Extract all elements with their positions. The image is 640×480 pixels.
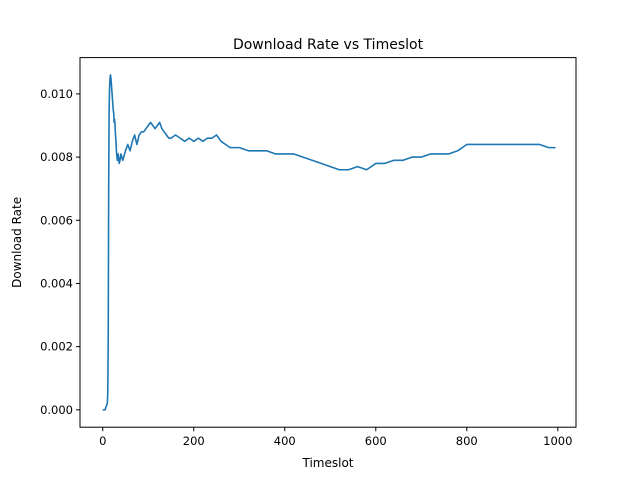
plot-frame <box>79 57 577 428</box>
chart-title: Download Rate vs Timeslot <box>233 37 424 53</box>
y-tick-label: 0.000 <box>40 403 73 417</box>
y-tick-label: 0.002 <box>40 340 73 354</box>
x-axis-label: Timeslot <box>302 456 354 470</box>
x-tick-label: 400 <box>274 434 296 448</box>
series-layer <box>102 74 556 411</box>
y-tick-label: 0.006 <box>40 213 73 227</box>
x-tick-label: 800 <box>456 434 478 448</box>
plot-area <box>80 57 576 428</box>
y-tick-label: 0.008 <box>40 150 73 164</box>
series-line-0 <box>102 74 556 411</box>
x-tick-label: 0 <box>99 434 106 448</box>
y-axis-label: Download Rate <box>10 197 24 288</box>
y-tick-label: 0.010 <box>40 87 73 101</box>
x-tick-label: 200 <box>183 434 205 448</box>
y-axis: 0.000 0.002 0.004 0.006 0.008 0.010 <box>40 87 80 417</box>
x-axis: 0 200 400 600 800 1000 <box>99 427 572 448</box>
x-tick-label: 600 <box>365 434 387 448</box>
x-tick-label: 1000 <box>543 434 572 448</box>
y-tick-label: 0.004 <box>40 276 73 290</box>
